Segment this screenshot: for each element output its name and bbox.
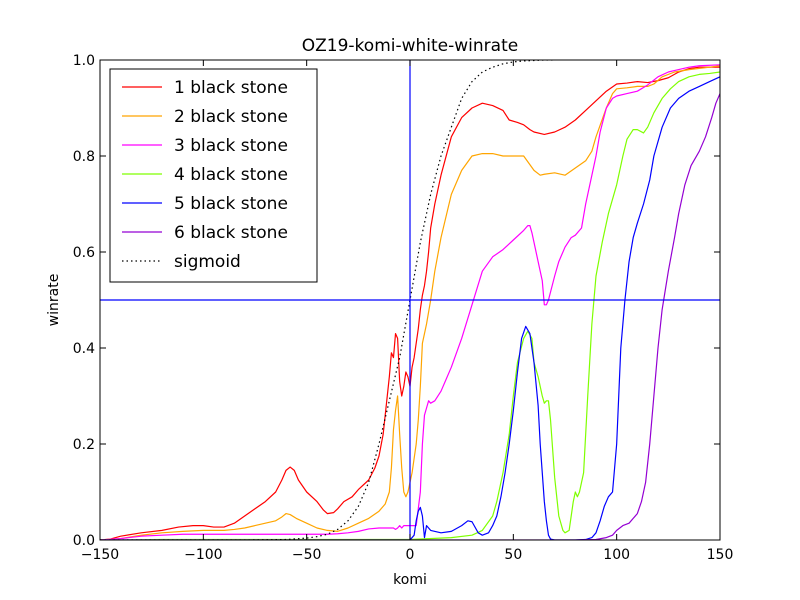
legend: 1 black stone 2 black stone 3 black stone 4…: [109, 68, 318, 283]
legend-label: 6 black stone: [174, 223, 288, 243]
legend-label: 4 black stone: [174, 165, 288, 185]
legend-label: 5 black stone: [174, 194, 288, 214]
series-line-1: [100, 66, 720, 540]
series-line-2: [100, 65, 720, 540]
x-tick-label: −150: [81, 547, 119, 563]
legend-label: 3 black stone: [174, 136, 288, 156]
y-tick-label: 0.4: [73, 341, 95, 357]
series-line-3: [100, 64, 720, 540]
axis-ticks: −150 −100 −50 0 50 100 150 0.0 0.2 0.4 0.6 0.8 1.0: [73, 53, 734, 563]
legend-label: 1 black stone: [174, 78, 288, 98]
y-tick-label: 0.6: [73, 245, 95, 261]
x-tick-label: 50: [504, 547, 522, 563]
x-tick-label: −50: [292, 547, 322, 563]
y-tick-label: 0.0: [73, 533, 95, 549]
series-line-4: [100, 71, 720, 540]
x-tick-label: 100: [603, 547, 630, 563]
legend-label: 2 black stone: [174, 107, 288, 127]
x-axis-title: komi: [393, 572, 427, 588]
x-tick-label: 150: [707, 547, 734, 563]
x-tick-label: −100: [184, 547, 222, 563]
y-tick-label: 0.2: [73, 437, 95, 453]
y-tick-label: 0.8: [73, 149, 95, 165]
series-line-5: [100, 76, 720, 540]
chart-title: OZ19-komi-white-winrate: [302, 36, 518, 56]
reference-lines: [100, 60, 720, 540]
y-tick-label: 1.0: [73, 53, 95, 69]
series-line-6: [100, 93, 720, 540]
legend-box: [109, 68, 318, 283]
plot-lines: [100, 60, 720, 540]
x-tick-label: 0: [406, 547, 415, 563]
y-axis-title: winrate: [46, 274, 62, 327]
legend-label: sigmoid: [174, 252, 241, 272]
